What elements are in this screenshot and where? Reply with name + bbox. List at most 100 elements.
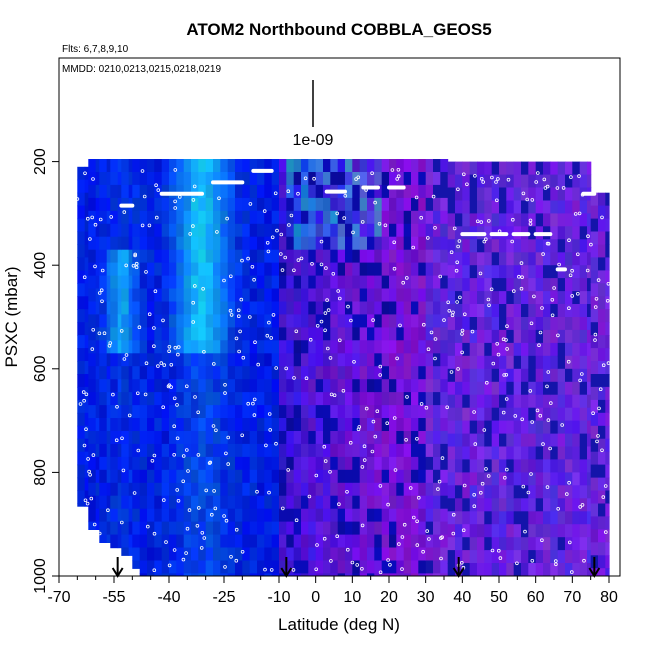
heatmap-cell: [308, 327, 317, 341]
sample-point: [440, 456, 445, 460]
heatmap-cell: [557, 498, 566, 512]
heatmap-cell: [550, 368, 559, 383]
heatmap-cell: [403, 172, 412, 186]
heatmap-cell: [271, 469, 280, 484]
heatmap-cell: [249, 456, 258, 471]
heatmap-cell: [293, 534, 302, 549]
heatmap-cell: [213, 210, 221, 225]
heatmap-cell: [264, 327, 273, 341]
heatmap-cell: [121, 236, 130, 251]
sample-point: [225, 216, 229, 221]
heatmap-cell: [213, 262, 221, 277]
heatmap-cell: [154, 443, 163, 458]
sample-point: [161, 318, 165, 323]
heatmap-cell: [213, 184, 221, 199]
heatmap-cell: [84, 257, 89, 271]
heatmap-cell: [535, 524, 544, 538]
heatmap-cell: [154, 223, 163, 238]
heatmap-cell: [257, 197, 265, 212]
heatmap-cell: [352, 534, 361, 549]
heatmap-cell: [418, 223, 427, 238]
heatmap-cell: [565, 355, 573, 370]
heatmap-cell: [110, 223, 119, 238]
heatmap-cell: [154, 560, 163, 574]
sample-point: [97, 331, 102, 336]
heatmap-cell: [249, 508, 258, 523]
heatmap-cell: [249, 418, 258, 432]
heatmap-cell: [535, 265, 544, 279]
heatmap-cell: [249, 236, 258, 251]
heatmap-cell: [147, 560, 155, 574]
sample-point: [193, 395, 197, 399]
heatmap-cell: [315, 197, 324, 212]
sample-point: [456, 187, 460, 192]
heatmap-cell: [154, 353, 163, 367]
sample-point: [217, 196, 221, 201]
sample-point: [83, 171, 87, 176]
heatmap-cell: [572, 446, 581, 460]
heatmap-cell: [455, 381, 463, 396]
sample-point: [280, 268, 285, 272]
sample-point: [140, 169, 145, 173]
sample-point: [402, 522, 407, 527]
heatmap-cell: [128, 456, 133, 471]
heatmap-cell: [213, 482, 221, 497]
sample-point: [577, 211, 582, 216]
heatmap-cell: [183, 456, 192, 471]
heatmap-cell: [590, 490, 599, 505]
heatmap-cell: [506, 511, 515, 525]
heatmap-cell: [462, 239, 471, 253]
sample-point: [511, 289, 516, 293]
heatmap-cell: [242, 340, 251, 354]
sample-point: [603, 484, 608, 488]
heatmap-cell: [220, 547, 229, 562]
heatmap-cell: [95, 508, 100, 523]
heatmap-cell: [455, 265, 463, 279]
heatmap-cell: [491, 485, 500, 499]
heatmap-cell: [425, 223, 434, 238]
heatmap-cell: [579, 420, 588, 435]
heatmap-cell: [139, 379, 148, 393]
heatmap-cell: [154, 249, 163, 264]
heatmap-cell: [543, 394, 551, 409]
heatmap-cell: [235, 327, 243, 341]
heatmap-cell: [279, 301, 287, 316]
sample-point: [85, 501, 90, 506]
heatmap-cell: [117, 172, 122, 186]
heatmap-cell: [191, 353, 199, 367]
heatmap-cell: [279, 236, 287, 251]
heatmap-cell: [605, 464, 610, 479]
heatmap-cell: [359, 314, 368, 328]
heatmap-cell: [572, 420, 581, 435]
sample-point: [462, 312, 467, 317]
heatmap-cell: [110, 456, 119, 471]
heatmap-cell: [528, 563, 537, 576]
heatmap-cell: [337, 392, 346, 406]
sample-point: [328, 469, 332, 474]
heatmap-cell: [147, 482, 155, 497]
sample-point: [332, 393, 337, 398]
heatmap-cell: [176, 521, 185, 536]
heatmap-cell: [411, 534, 419, 549]
heatmap-cell: [535, 472, 544, 486]
heatmap-cell: [598, 555, 606, 569]
heatmap-cell: [506, 459, 515, 473]
heatmap-cell: [191, 495, 199, 510]
heatmap-cell: [257, 301, 265, 316]
heatmap-cell: [147, 340, 155, 354]
heatmap-cell: [462, 524, 471, 538]
heatmap-cell: [469, 394, 478, 409]
heatmap-cell: [506, 187, 515, 202]
heatmap-cell: [447, 550, 456, 564]
heatmap-cell: [315, 521, 324, 536]
heatmap-cell: [491, 317, 500, 331]
heatmap-cell: [513, 317, 522, 331]
heatmap-cell: [95, 314, 100, 328]
heatmap-cell: [293, 431, 302, 445]
heatmap-cell: [286, 521, 295, 536]
heatmap-cell: [433, 275, 441, 290]
heatmap-cell: [106, 392, 111, 406]
heatmap-cell: [147, 392, 155, 406]
heatmap-cell: [411, 418, 419, 432]
heatmap-cell: [220, 443, 229, 458]
